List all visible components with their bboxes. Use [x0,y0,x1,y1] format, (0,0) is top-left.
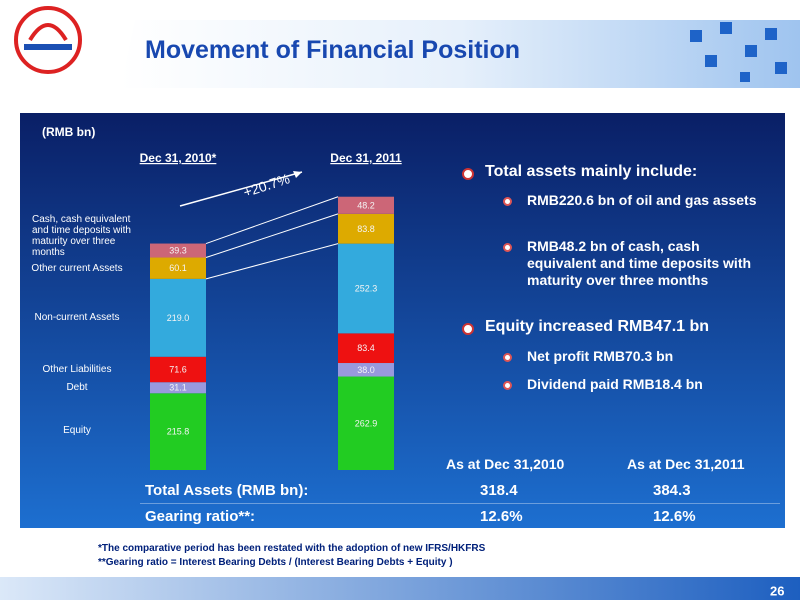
bullet: Total assets mainly include: [485,163,698,180]
chart-panel [20,113,785,528]
sub-bullet-dot [503,353,512,362]
row-rule [140,503,780,504]
data-label: 38.0 [357,365,375,375]
sub-bullet-dot [503,197,512,206]
legend-label: Cash, cash equivalent and time deposits … [32,213,131,258]
table-cell: 12.6% [480,508,523,525]
footnote: **Gearing ratio = Interest Bearing Debts… [98,557,453,568]
bar-segment [150,243,206,258]
connector [205,213,339,258]
arrow-head [293,171,302,178]
data-label: 60.1 [169,263,187,273]
data-label: 39.3 [169,246,187,256]
slide-title: Movement of Financial Position [145,36,520,64]
legend-label: Other current Assets [31,262,123,274]
data-label: 215.8 [167,427,190,437]
connector [205,243,339,280]
bar-segment [338,243,394,334]
table-cell: 12.6% [653,508,696,525]
data-label: 71.6 [169,364,187,374]
data-label: 83.4 [357,343,375,353]
data-label: 31.1 [169,383,187,393]
bar-segment [338,213,394,244]
bar-segment [338,376,394,470]
sub-bullet-dot [503,243,512,252]
legend-label: Debt [66,382,88,394]
data-label: 48.2 [357,200,375,210]
footnote: *The comparative period has been restate… [98,543,486,554]
table-cell: Gearing ratio**: [145,508,256,525]
table-cell: 384.3 [653,482,691,499]
bar-segment [150,356,206,383]
bar-segment [338,196,394,214]
sub-bullet: RMB48.2 bn of cash, cash equivalent and … [527,238,752,288]
bar-segment [338,333,394,364]
legend-label: Equity [63,425,91,436]
table-header: As at Dec 31,2010 [446,456,565,472]
bullet-dot [462,168,474,180]
unit-label: (RMB bn) [42,125,95,139]
connector [205,196,339,245]
row-rule [140,529,780,530]
growth-arrow [179,171,303,207]
sub-bullet: Net profit RMB70.3 bn [527,348,674,364]
page-number: 26 [770,583,784,598]
legend-label: Other Liabilities [42,363,112,375]
bar-segment [338,363,394,377]
legend-label: Non-current Assets [34,312,120,324]
sub-bullet-dot [503,381,512,390]
sub-bullet: RMB220.6 bn of oil and gas assets [527,192,757,208]
table-cell: Total Assets (RMB bn): [145,482,309,499]
bar-segment [150,393,206,470]
category-label: Dec 31, 2011 [330,151,402,165]
table-cell: 318.4 [480,482,518,499]
logo [14,6,82,74]
data-label: 252.3 [355,284,378,294]
data-label: 219.0 [167,313,190,323]
bullet: Equity increased RMB47.1 bn [485,318,710,335]
bar-segment [150,382,206,394]
sub-bullet: Dividend paid RMB18.4 bn [527,376,703,392]
category-label: Dec 31, 2010* [140,151,217,165]
data-label: 262.9 [355,418,378,428]
header-band [120,20,800,88]
footer-bar [0,577,800,600]
data-label: 83.8 [357,224,375,234]
bar-segment [150,257,206,279]
table-header: As at Dec 31,2011 [627,456,745,472]
bullet-dot [462,323,474,335]
header-squares [690,22,787,82]
bar-segment [150,278,206,357]
